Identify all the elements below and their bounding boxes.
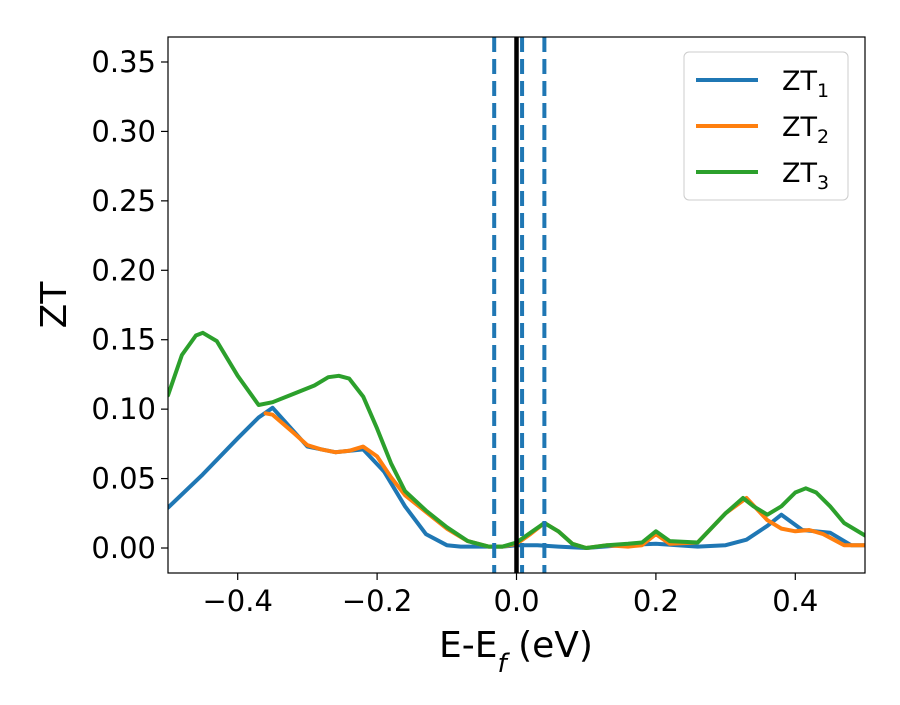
x-tick-label: −0.4 [202,584,272,618]
x-tick-label: 0.4 [772,584,818,618]
legend-box [683,51,849,201]
legend: ZT1 ZT2 ZT3 [683,51,849,201]
y-tick-label: 0.05 [91,462,156,496]
x-tick-label: 0.2 [633,584,679,618]
x-tick-label: −0.2 [342,584,412,618]
plot-marks [168,37,865,573]
x-axis-label-unit: (eV) [507,625,593,666]
x-axis-label: E-Ef (eV) [439,625,593,679]
x-tick-label: 0.0 [493,584,539,618]
y-tick-label: 0.30 [91,114,156,148]
axis-ticks: −0.4 −0.2 0.0 0.2 0.4 0.00 0.05 0.10 0.15 0.20 0.2… [91,45,818,618]
y-tick-label: 0.35 [91,45,156,79]
series-line-zt2 [263,411,865,550]
y-tick-label: 0.25 [91,184,156,218]
y-tick-label: 0.15 [91,323,156,357]
x-axis-label-main: E-E [439,625,497,666]
y-tick-label: 0.10 [91,392,156,426]
y-tick-label: 0.00 [91,531,156,565]
y-axis-label: ZT [34,281,75,329]
y-tick-label: 0.20 [91,253,156,287]
legend-label-zt1: ZT1 [782,66,829,102]
legend-label-zt2: ZT2 [782,112,829,148]
legend-label-zt3: ZT3 [782,158,829,194]
